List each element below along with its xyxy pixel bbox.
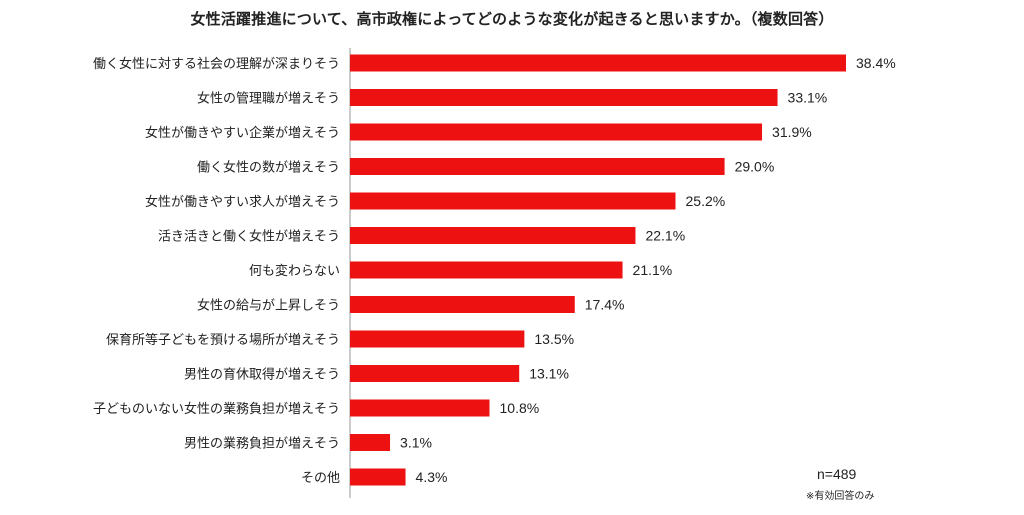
value-label: 21.1% (633, 262, 673, 278)
bar (350, 158, 725, 175)
bar (350, 434, 391, 451)
value-label: 31.9% (772, 124, 812, 140)
bar (350, 296, 575, 313)
category-label: 働く女性に対する社会の理解が深まりそう (93, 56, 340, 72)
category-label: 女性の給与が上昇しそう (197, 298, 340, 314)
value-label: 22.1% (645, 228, 685, 244)
category-label: 男性の業務負担が増えそう (184, 436, 340, 452)
value-label: 33.1% (788, 90, 828, 106)
bar (350, 330, 525, 348)
value-label: 29.0% (735, 159, 775, 175)
category-label: その他 (301, 471, 340, 486)
category-label: 何も変わらない (249, 263, 340, 279)
category-label: 女性が働きやすい企業が増えそう (145, 125, 340, 141)
bar (350, 192, 676, 210)
category-label: 女性が働きやすい求人が増えそう (145, 194, 340, 210)
value-label: 13.1% (529, 366, 569, 382)
category-label: 子どものいない女性の業務負担が増えそう (93, 401, 340, 417)
bar (350, 54, 846, 72)
value-label: 4.3% (416, 469, 448, 485)
bar (350, 261, 623, 279)
value-label: 10.8% (500, 400, 540, 416)
bar (350, 89, 778, 106)
bar (350, 365, 520, 382)
category-label: 保育所等子どもを預ける場所が増えそう (106, 332, 340, 348)
sample-size: n=489 (817, 466, 857, 482)
category-label: 働く女性の数が増えそう (197, 160, 340, 176)
value-label: 17.4% (585, 297, 625, 313)
bar (350, 468, 406, 486)
bar (350, 123, 763, 141)
category-label: 男性の育休取得が増えそう (184, 367, 340, 383)
bar (350, 227, 636, 244)
bar (350, 399, 490, 417)
chart-title: 女性活躍推進について、高市政権によってどのような変化が起きると思いますか。（複数… (190, 10, 834, 28)
footnote: ※有効回答のみ (806, 491, 875, 502)
value-label: 3.1% (400, 435, 432, 451)
value-label: 25.2% (686, 193, 726, 209)
value-label: 13.5% (534, 331, 574, 347)
value-label: 38.4% (856, 55, 896, 71)
category-label: 女性の管理職が増えそう (197, 91, 340, 107)
category-label: 活き活きと働く女性が増えそう (158, 229, 340, 245)
